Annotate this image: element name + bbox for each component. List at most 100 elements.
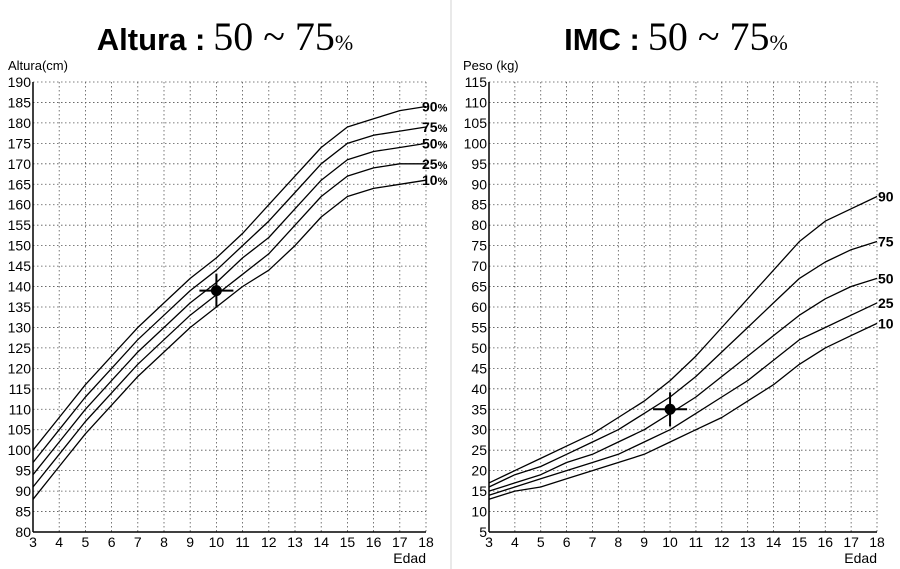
series-label-name: 25 [422, 156, 438, 172]
y-tick-label: 55 [471, 319, 487, 335]
y-tick-label: 170 [8, 156, 32, 172]
y-tick-label: 190 [8, 74, 32, 90]
y-tick-label: 105 [464, 115, 488, 131]
title-percent: % [335, 30, 353, 55]
x-tick-label: 17 [392, 534, 408, 550]
y-tick-label: 50 [471, 340, 487, 356]
x-tick-label: 13 [287, 534, 303, 550]
series-label: 10 [878, 315, 894, 331]
x-tick-label: 18 [418, 534, 434, 550]
series-label-name: 10 [422, 172, 438, 188]
weight-chart-panel: IMC :50 ~ 75%Peso (kg)510152025303540455… [452, 0, 900, 569]
y-tick-label: 100 [464, 135, 488, 151]
x-tick-label: 6 [563, 534, 571, 550]
y-axis-label: Altura(cm) [8, 58, 68, 73]
y-tick-label: 80 [471, 217, 487, 233]
x-tick-label: 4 [511, 534, 519, 550]
y-tick-label: 75 [471, 238, 487, 254]
chart-title: Altura :50 ~ 75% [97, 14, 353, 59]
series-label: 75 [878, 234, 894, 250]
y-tick-label: 160 [8, 197, 32, 213]
series-label: 50% [422, 135, 448, 151]
title-percent: % [770, 30, 788, 55]
series-label: 90 [878, 189, 894, 205]
y-tick-label: 150 [8, 238, 32, 254]
series-line-p25 [488, 302, 878, 496]
x-tick-label: 10 [209, 534, 225, 550]
series-label-name: 90 [422, 99, 438, 115]
y-tick-label: 35 [471, 401, 487, 417]
y-tick-label: 165 [8, 176, 32, 192]
x-tick-label: 13 [740, 534, 756, 550]
series-label-name: 90 [878, 189, 894, 205]
marker-dot [664, 403, 676, 415]
x-tick-label: 10 [662, 534, 678, 550]
y-tick-label: 120 [8, 360, 32, 376]
x-tick-label: 15 [792, 534, 808, 550]
x-tick-label: 14 [313, 534, 329, 550]
y-tick-label: 185 [8, 94, 32, 110]
series-label: 25% [422, 156, 448, 172]
series-line-p90 [32, 105, 427, 451]
x-tick-label: 6 [108, 534, 116, 550]
y-tick-label: 95 [15, 463, 31, 479]
y-tick-label: 60 [471, 299, 487, 315]
y-tick-label: 90 [15, 483, 31, 499]
y-tick-label: 180 [8, 115, 32, 131]
y-tick-label: 125 [8, 340, 32, 356]
y-tick-label: 110 [465, 94, 488, 110]
series-label-percent: % [438, 123, 448, 135]
y-tick-label: 65 [471, 279, 487, 295]
series-line-p50 [32, 142, 427, 476]
series-label-percent: % [438, 139, 448, 151]
x-tick-label: 15 [340, 534, 356, 550]
series-label-percent: % [438, 160, 448, 172]
x-axis-label: Edad [393, 550, 426, 566]
x-tick-label: 12 [714, 534, 730, 550]
series-label-name: 25 [878, 295, 894, 311]
series-label: 90% [422, 99, 448, 115]
series-line-p75 [32, 126, 427, 463]
y-tick-label: 135 [8, 299, 32, 315]
y-tick-label: 155 [8, 217, 32, 233]
panel-background [0, 0, 450, 569]
series-line-p10 [32, 179, 427, 500]
series-line-p25 [32, 163, 426, 488]
x-tick-label: 8 [614, 534, 622, 550]
series-label: 25 [878, 295, 894, 311]
x-tick-label: 16 [366, 534, 382, 550]
x-tick-label: 9 [186, 534, 194, 550]
x-tick-label: 7 [134, 534, 142, 550]
y-tick-label: 45 [471, 360, 487, 376]
series-label-percent: % [438, 176, 448, 188]
title-label: IMC : [564, 22, 640, 57]
height-chart-panel: Altura :50 ~ 75%Altura(cm)80859095100105… [0, 0, 450, 569]
x-tick-label: 18 [869, 534, 885, 550]
series-label-name: 75 [878, 234, 894, 250]
y-tick-label: 85 [471, 197, 487, 213]
y-tick-label: 105 [8, 422, 32, 438]
y-tick-label: 175 [8, 135, 32, 151]
x-tick-label: 3 [485, 534, 493, 550]
y-tick-label: 100 [8, 442, 32, 458]
series-label: 50 [878, 270, 894, 286]
y-tick-label: 85 [15, 504, 31, 520]
x-tick-label: 12 [261, 534, 277, 550]
title-range: 50 ~ 75 [648, 14, 770, 59]
series-label-percent: % [438, 103, 448, 115]
y-tick-label: 140 [8, 279, 32, 295]
y-tick-label: 30 [471, 422, 487, 438]
x-tick-label: 5 [537, 534, 545, 550]
y-tick-label: 70 [471, 258, 487, 274]
y-tick-label: 95 [471, 156, 487, 172]
x-tick-label: 7 [589, 534, 597, 550]
x-tick-label: 17 [843, 534, 859, 550]
y-tick-label: 145 [8, 258, 32, 274]
x-tick-label: 8 [160, 534, 168, 550]
grid [488, 81, 878, 533]
y-tick-label: 10 [471, 504, 487, 520]
y-tick-label: 110 [9, 401, 32, 417]
x-tick-label: 11 [689, 534, 704, 550]
y-tick-label: 130 [8, 319, 32, 335]
